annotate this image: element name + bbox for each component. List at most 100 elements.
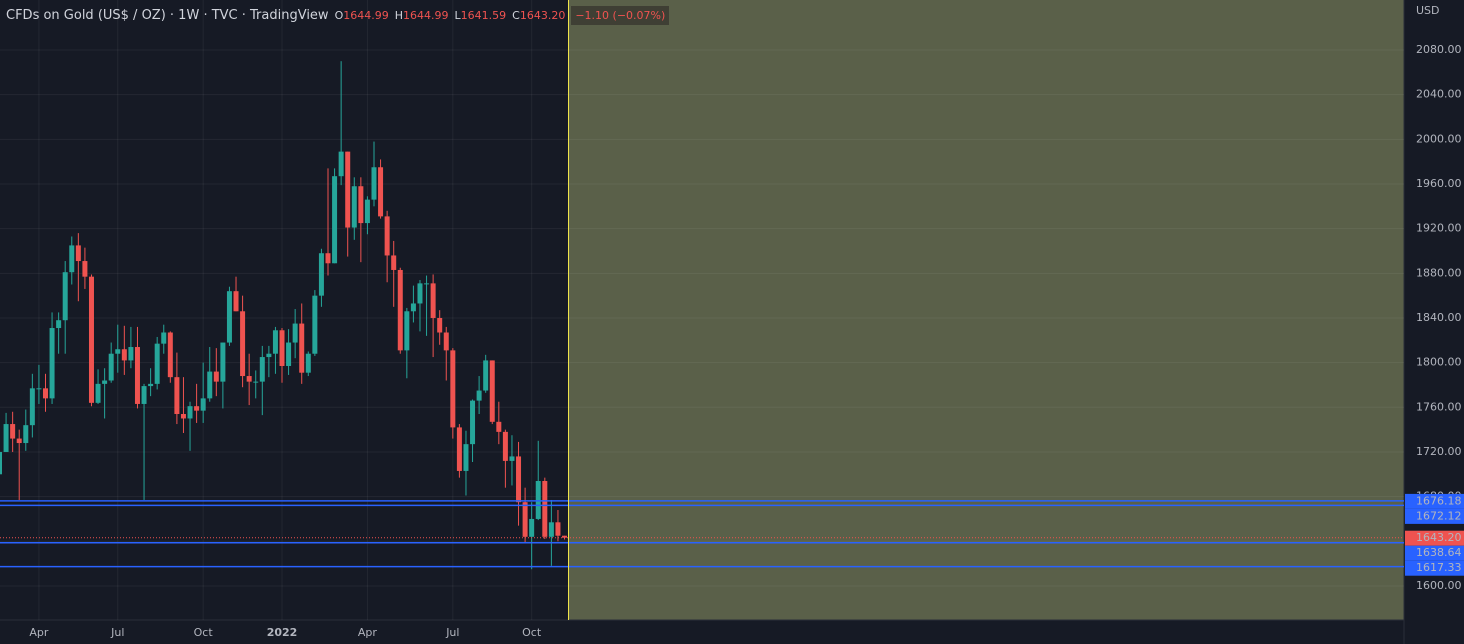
candle-body [187, 406, 193, 419]
x-tick-label: Jul [445, 626, 459, 639]
candle-body [562, 535, 568, 538]
candle-body [548, 522, 554, 537]
candle-body [496, 421, 502, 432]
candle-body [148, 383, 154, 387]
y-tick-label: 1920.00 [1416, 222, 1462, 235]
candle-body [128, 347, 134, 361]
candle-body [299, 323, 305, 373]
candle-body [141, 386, 147, 404]
candle-body [364, 199, 370, 224]
chart-title: CFDs on Gold (US$ / OZ) · 1W · TVC · Tra… [6, 7, 329, 23]
future-shade [568, 0, 1404, 620]
price-tag [1405, 493, 1464, 509]
x-tick-label: 2022 [267, 626, 298, 639]
ohlc-value: 1644.99 [343, 8, 389, 22]
x-tick-label: Oct [194, 626, 214, 639]
y-tick-label: 1720.00 [1416, 445, 1462, 458]
candle-body [489, 360, 495, 422]
y-tick-label: 1800.00 [1416, 356, 1462, 369]
candle-body [213, 371, 219, 382]
candle-body [253, 381, 259, 383]
candle-body [332, 176, 338, 264]
price-tag [1405, 545, 1464, 561]
ohlc-key: O [334, 8, 344, 22]
candle-body [200, 398, 206, 411]
candle-body [82, 261, 88, 277]
candle-body [42, 388, 48, 399]
candle-body [358, 186, 364, 224]
candle-body [3, 424, 9, 452]
candle-body [384, 216, 390, 256]
candle-body [115, 349, 121, 354]
y-tick-label: 1840.00 [1416, 311, 1462, 324]
candle-body [522, 502, 528, 537]
candle-body [233, 291, 239, 312]
candle-body [397, 269, 403, 351]
candle-body [121, 349, 127, 361]
candle-body [286, 342, 292, 366]
x-tick-label: Oct [522, 626, 542, 639]
candle-body [555, 522, 561, 536]
candle-body [226, 291, 232, 343]
candle-body [542, 480, 548, 537]
x-tick-label: Apr [29, 626, 49, 639]
candle-body [437, 317, 443, 333]
candle-body [305, 353, 311, 373]
candle-body [108, 353, 114, 381]
candle-body [220, 342, 226, 382]
candle-body [292, 323, 298, 343]
currency-label: USD [1416, 4, 1440, 17]
candle-body [194, 406, 200, 411]
candle-body [430, 283, 436, 318]
candle-body [134, 347, 140, 404]
candle-body [345, 151, 351, 228]
candle-body [443, 332, 449, 351]
candle-body [180, 414, 186, 419]
candle-body [62, 272, 68, 321]
y-tick-label: 1880.00 [1416, 266, 1462, 279]
y-tick-label: 2040.00 [1416, 88, 1462, 101]
candle-body [450, 350, 456, 428]
candle-body [516, 456, 522, 503]
candle-body [0, 451, 2, 475]
candle-body [10, 424, 16, 439]
candle-body [36, 388, 42, 390]
price-tag-label: 1617.33 [1416, 561, 1462, 574]
candle-body [75, 245, 81, 262]
candle-body [470, 400, 476, 445]
price-tag [1405, 530, 1464, 546]
candle-body [161, 332, 167, 344]
ohlc-value: 1643.20 [519, 8, 566, 22]
candle-body [56, 320, 62, 329]
candle-body [240, 311, 246, 377]
candle-body [266, 353, 272, 358]
price-tag [1405, 508, 1464, 524]
x-tick-label: Jul [110, 626, 124, 639]
candle-body [476, 390, 482, 401]
candle-body [23, 425, 29, 444]
legend: CFDs on Gold (US$ / OZ) · 1W · TVC · Tra… [6, 4, 670, 26]
candle-body [174, 377, 180, 415]
candle-body [424, 283, 430, 285]
candle-body [535, 480, 541, 519]
price-tag-label: 1672.12 [1416, 509, 1462, 522]
candle-body [95, 383, 101, 403]
candle-body [312, 295, 318, 354]
y-tick-label: 1760.00 [1416, 400, 1462, 413]
candle-body [279, 330, 285, 366]
candle-body [410, 303, 416, 312]
candle-body [417, 283, 423, 304]
candle-body [463, 444, 469, 471]
candle-body [378, 167, 384, 217]
candle-body [529, 518, 535, 537]
candle-body [259, 357, 265, 382]
ohlc-value: 1641.59 [460, 8, 507, 22]
candle-body [338, 151, 344, 177]
candle-body [167, 332, 173, 378]
price-change: −1.10 (−0.07%) [571, 5, 670, 25]
candle-body [29, 388, 35, 426]
y-tick-label: 1960.00 [1416, 177, 1462, 190]
candle-body [88, 276, 94, 403]
